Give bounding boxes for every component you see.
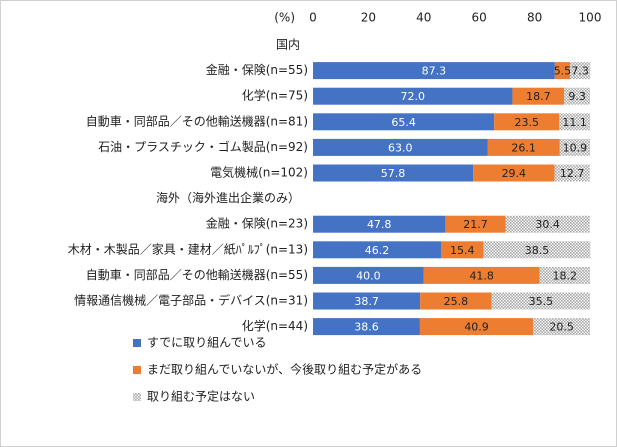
category-label: 電気機械(n=102) [210, 165, 308, 180]
value-label: 5.5 [554, 65, 572, 78]
bar-segment [313, 164, 474, 182]
bar-segment [559, 113, 590, 131]
category-label: 金融・保険(n=23) [206, 216, 308, 231]
bar-segment [423, 266, 540, 284]
value-label: 11.1 [562, 116, 587, 129]
x-tick-label: 100 [579, 11, 602, 25]
group-label: 国内 [276, 38, 300, 52]
value-label: 63.0 [388, 141, 413, 154]
x-tick-label: 20 [361, 11, 376, 25]
bar-segment [313, 87, 513, 105]
legend-swatch [133, 366, 141, 374]
value-label: 38.6 [354, 321, 379, 334]
category-label: 自動車・同部品／その他輸送機器(n=55) [86, 267, 308, 282]
bar-segment [473, 164, 555, 182]
bar-segment [554, 62, 571, 80]
bar-segment [564, 87, 590, 105]
legend-label: 取り組む予定はない [147, 389, 255, 404]
value-label: 20.5 [549, 321, 574, 334]
group-label: 海外（海外進出企業のみ） [156, 190, 300, 205]
bar-segment [487, 138, 560, 156]
value-label: 87.3 [422, 65, 447, 78]
category-label: 化学(n=44) [242, 318, 308, 333]
value-label: 18.7 [526, 90, 551, 103]
x-tick-label: 0 [309, 11, 317, 25]
value-label: 46.2 [365, 244, 390, 257]
value-label: 40.9 [464, 321, 489, 334]
bar-segment [313, 318, 420, 336]
value-label: 30.4 [535, 218, 560, 231]
category-label: 金融・保険(n=55) [206, 62, 308, 77]
category-label: 自動車・同部品／その他輸送機器(n=81) [86, 113, 308, 128]
value-label: 47.8 [367, 218, 392, 231]
bar-segment [313, 62, 555, 80]
legend-swatch [133, 339, 141, 347]
bar-segment [313, 266, 424, 284]
bar-segment [420, 292, 492, 310]
category-label: 木材・木製品／家具・建材／紙ﾊﾟﾙﾌﾟ(n=13) [68, 241, 308, 256]
value-label: 12.7 [560, 167, 585, 180]
value-label: 9.3 [568, 90, 586, 103]
value-label: 26.1 [511, 141, 536, 154]
bar-segment [313, 241, 441, 259]
value-label: 21.7 [463, 218, 488, 231]
bar-segment [445, 215, 506, 233]
bar-segment [419, 318, 534, 336]
value-label: 7.3 [571, 65, 589, 78]
category-label: 化学(n=75) [242, 88, 308, 103]
value-label: 72.0 [400, 90, 425, 103]
legend-label: すでに取り組んでいる [147, 336, 267, 350]
x-tick-label: 60 [472, 11, 487, 25]
x-tick-label: 40 [416, 11, 431, 25]
bar-segment [533, 318, 590, 336]
bar-segment [494, 113, 560, 131]
value-label: 38.5 [525, 244, 550, 257]
legend-swatch [133, 393, 141, 401]
category-label: 石油・プラスチック・ゴム製品(n=92) [98, 139, 308, 154]
value-label: 23.5 [514, 116, 539, 129]
value-label: 38.7 [354, 295, 379, 308]
bar-segment [512, 87, 565, 105]
category-label: 情報通信機械／電子部品・デバイス(n=31) [74, 293, 308, 308]
value-label: 35.5 [529, 295, 554, 308]
legend-label: まだ取り組んでいないが、今後取り組む予定がある [147, 362, 422, 377]
bar-segment [539, 266, 590, 284]
value-label: 29.4 [502, 167, 527, 180]
bar-segment [313, 292, 421, 310]
value-label: 25.8 [444, 295, 469, 308]
bar-segment [313, 215, 446, 233]
bar-segment [559, 138, 590, 156]
value-label: 57.8 [381, 167, 406, 180]
bar-segment [491, 292, 590, 310]
value-label: 15.4 [450, 244, 475, 257]
bar-segment [505, 215, 590, 233]
value-label: 41.8 [469, 269, 494, 282]
bar-segment [483, 241, 591, 259]
value-label: 65.4 [391, 116, 416, 129]
bar-segment [440, 241, 484, 259]
bar-segment [313, 138, 488, 156]
bar-segment [570, 62, 591, 80]
bar-segment [554, 164, 590, 182]
value-label: 10.9 [563, 141, 588, 154]
value-label: 40.0 [356, 269, 381, 282]
value-label: 18.2 [553, 269, 578, 282]
x-tick-label: 80 [527, 11, 542, 25]
axis-label: (%) [274, 11, 295, 25]
bar-segment [313, 113, 495, 131]
